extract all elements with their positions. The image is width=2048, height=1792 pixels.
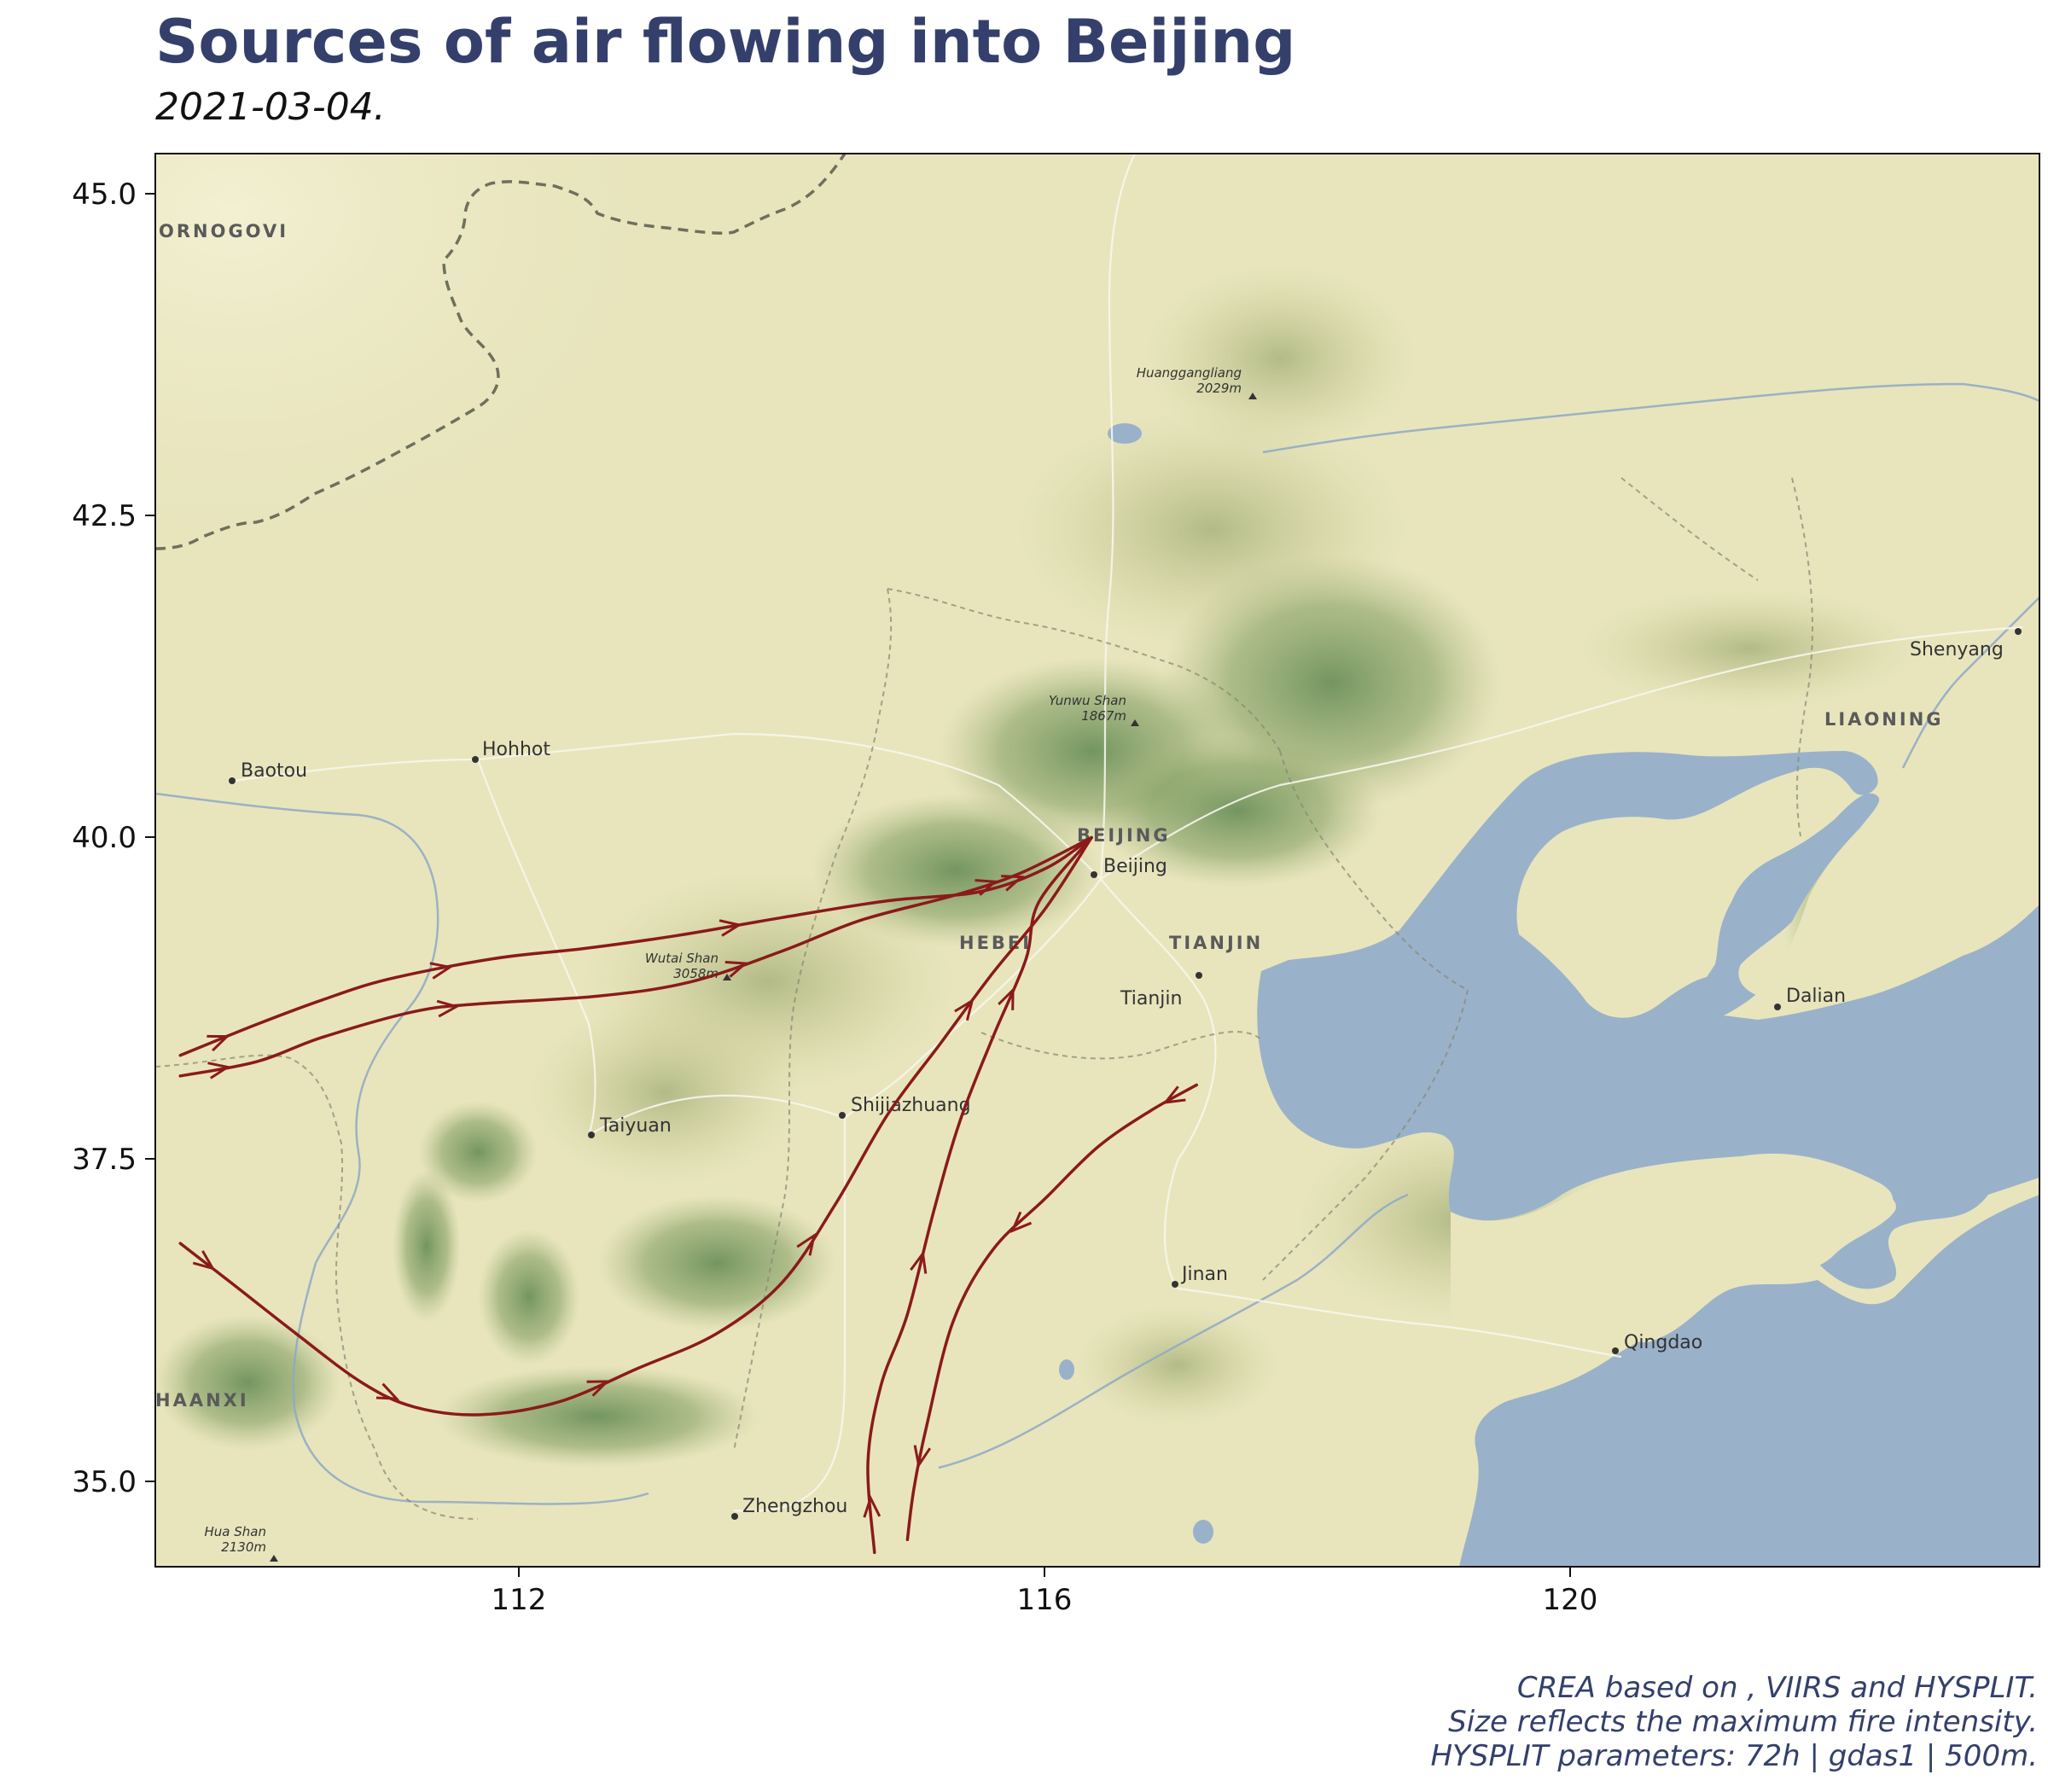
- x-tick-label: 116: [1017, 1583, 1073, 1617]
- region-label: ORNOGOVI: [159, 221, 288, 241]
- region-label: HEBEI: [959, 933, 1032, 953]
- city-label-baotou: Baotou: [241, 760, 307, 782]
- y-tick-label: 45.0: [72, 177, 137, 212]
- trajectory-arrow: [954, 998, 975, 1021]
- trajectory-arrow: [1162, 1085, 1186, 1104]
- y-tick-label: 42.5: [72, 499, 137, 533]
- trajectory-arrow: [1009, 1211, 1033, 1233]
- trajectory-arrow: [429, 962, 454, 980]
- trajectory-line: [178, 835, 1093, 1057]
- province-borders: [155, 477, 1813, 1520]
- city-label-tianjin: Tianjin: [1120, 988, 1182, 1009]
- x-tick-label: 112: [492, 1583, 547, 1617]
- trajectory-line: [866, 835, 1093, 1555]
- lake: [1193, 1520, 1213, 1544]
- city-label-taiyuan: Taiyuan: [599, 1115, 672, 1137]
- bohai-sea: [1257, 751, 2039, 1289]
- peak-label: Hua Shan: [205, 1524, 266, 1539]
- caption-line: Size reflects the maximum fire intensity…: [1448, 1705, 2038, 1739]
- trajectory-arrow: [207, 1062, 231, 1079]
- liaodong-peninsula: [1724, 721, 2039, 1020]
- peak-elevation: 2029m: [1196, 381, 1242, 396]
- region-label: HAANXI: [155, 1390, 249, 1411]
- region-label: BEIJING: [1077, 825, 1171, 846]
- city-markers: [229, 393, 2022, 1562]
- x-tick-label: 120: [1543, 1583, 1598, 1617]
- rivers: [155, 382, 2039, 1505]
- region-label: LIAONING: [1824, 709, 1944, 730]
- city-label-beijing: Beijing: [1103, 856, 1167, 877]
- axis-ticks: [145, 193, 1571, 1577]
- city-label-dalian: Dalian: [1786, 986, 1846, 1007]
- lake: [1108, 423, 1142, 444]
- shandong-peninsula: [1451, 1157, 1896, 1434]
- city-label-zhengzhou: Zhengzhou: [742, 1496, 847, 1517]
- trajectory-line: [178, 835, 1093, 1417]
- city-label-shenyang: Shenyang: [1910, 639, 2004, 660]
- caption-line: CREA based on , VIIRS and HYSPLIT.: [1516, 1671, 2038, 1705]
- plot-frame: [154, 153, 2040, 1568]
- trajectory-arrow: [1001, 875, 1025, 892]
- caption: CREA based on , VIIRS and HYSPLIT. Size …: [1430, 1671, 2038, 1773]
- y-tick-label: 40.0: [72, 821, 137, 855]
- chart-title: Sources of air flowing into Beijing: [155, 7, 1296, 77]
- trajectory-arrow: [796, 1232, 817, 1256]
- region-label: TIANJIN: [1169, 933, 1263, 953]
- trajectory-arrow: [910, 1250, 928, 1274]
- chart-subtitle: 2021-03-04.: [155, 85, 386, 129]
- trajectory-arrow: [998, 986, 1015, 1010]
- peak-elevation: 1867m: [1081, 708, 1126, 724]
- trajectories: [178, 835, 1199, 1555]
- peak-label: Wutai Shan: [645, 951, 719, 966]
- y-tick-label: 35.0: [72, 1465, 137, 1499]
- basemap: ORNOGOVI LIAONING BEIJING HEBEI TIANJIN …: [155, 154, 2039, 1567]
- peak-label: Huanggangliang: [1137, 365, 1242, 381]
- y-tick-label: 37.5: [72, 1143, 137, 1177]
- trajectory-arrow: [863, 1494, 881, 1518]
- trajectory-line: [178, 835, 1093, 1078]
- trajectory-arrow: [975, 879, 998, 896]
- trajectory-arrow: [719, 919, 743, 937]
- trajectory-line: [905, 1083, 1199, 1542]
- trajectory-arrow: [192, 1250, 216, 1271]
- country-border: [155, 154, 847, 550]
- trajectory-arrow: [375, 1382, 400, 1400]
- caption-line: HYSPLIT parameters: 72h | gdas1 | 500m.: [1430, 1739, 2038, 1773]
- desert-area: [155, 154, 923, 751]
- peak-elevation: 2130m: [221, 1539, 266, 1555]
- peak-label: Yunwu Shan: [1049, 693, 1126, 708]
- trajectory-arrow: [436, 999, 460, 1018]
- city-label-hohhot: Hohhot: [482, 739, 550, 760]
- roads: [233, 154, 2023, 1512]
- trajectory-arrow: [586, 1380, 611, 1397]
- trajectory-arrow: [207, 1034, 230, 1052]
- city-label-jinan: Jinan: [1180, 1264, 1228, 1285]
- city-label-qingdao: Qingdao: [1624, 1332, 1702, 1353]
- yellow-sea: [1459, 1195, 2039, 1567]
- city-label-shijiazhuang: Shijiazhuang: [851, 1095, 971, 1116]
- trajectory-arrow: [913, 1445, 932, 1469]
- trajectory-arrow: [724, 961, 749, 978]
- lake: [1059, 1359, 1074, 1380]
